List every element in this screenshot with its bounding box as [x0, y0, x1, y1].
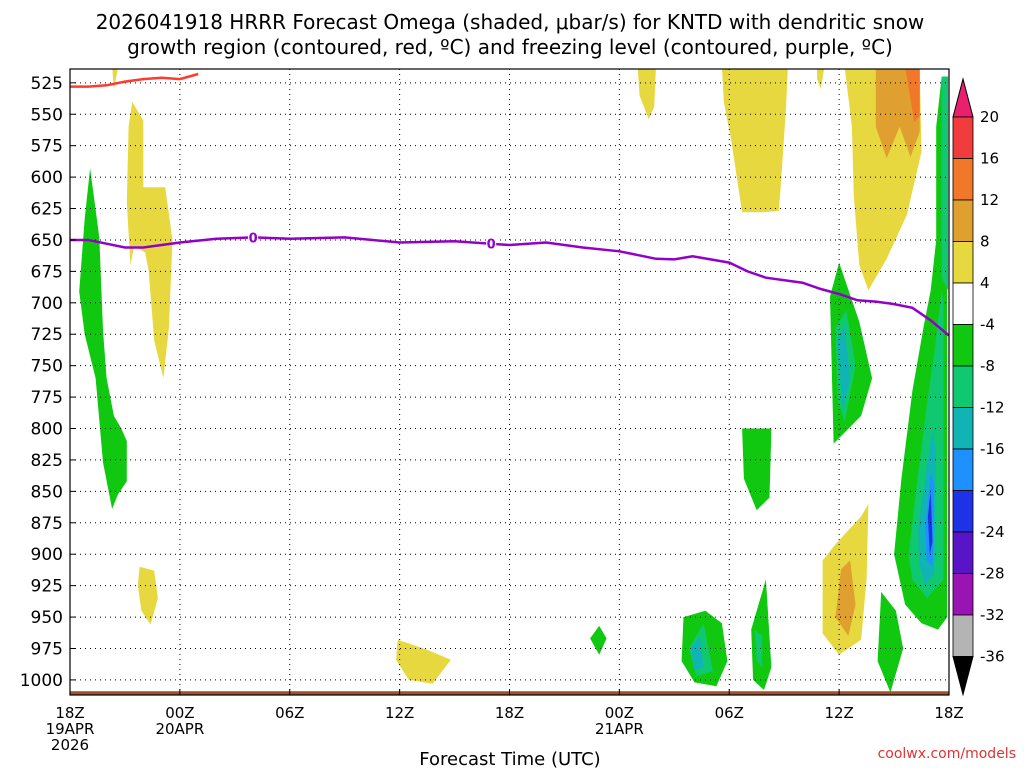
y-tick-label: 675 — [31, 262, 63, 282]
y-tick-label: 875 — [31, 514, 63, 534]
y-tick-label: 900 — [31, 545, 63, 565]
colorbar-bottom-arrow — [952, 656, 974, 697]
colorbar-label: -36 — [980, 648, 1005, 666]
x-tick-label: 12Z — [385, 704, 414, 722]
omega-region-6 — [817, 69, 825, 90]
freezing-level-label: 0 — [487, 238, 496, 253]
omega-region-5 — [722, 69, 788, 213]
colorbar-swatch — [952, 365, 974, 408]
omega-region-16 — [751, 579, 772, 690]
colorbar-label: 12 — [980, 191, 999, 209]
colorbar-swatch — [952, 448, 974, 491]
y-tick-label: 1000 — [20, 671, 63, 691]
y-tick-label: 700 — [31, 294, 63, 314]
y-tick-label: 950 — [31, 608, 63, 628]
colorbar-label: -20 — [980, 482, 1005, 500]
y-axis: 525 550 575 600 625 650 675 700 725 750 775 800 825 8… — [20, 74, 76, 691]
y-tick-label: 925 — [31, 577, 63, 597]
colorbar-swatch — [952, 241, 974, 284]
freezing-level-label: 0 — [249, 231, 258, 246]
colorbar-swatch — [952, 282, 974, 325]
freezing-level-line — [70, 236, 949, 337]
omega-region-25 — [690, 635, 704, 670]
y-tick-label: 600 — [31, 168, 63, 188]
x-tick-label: 18Z — [55, 704, 84, 722]
y-tick-label: 800 — [31, 420, 63, 440]
omega-region-11 — [905, 69, 920, 122]
colorbar-swatch — [952, 324, 974, 367]
x-tick-label: 00Z — [165, 704, 194, 722]
freezing-label-bg — [248, 230, 259, 245]
y-tick-label: 525 — [31, 74, 63, 94]
dgz-contour-line — [70, 72, 199, 88]
colorbar-label: 16 — [980, 150, 999, 168]
omega-region-22 — [754, 629, 763, 668]
x-tick-label: 20APR — [155, 720, 204, 738]
colorbar-label: -24 — [980, 523, 1005, 541]
x-tick-label: 21APR — [595, 720, 644, 738]
colorbar-label: -28 — [980, 565, 1005, 583]
y-tick-label: 550 — [31, 105, 63, 125]
x-tick-label: 12Z — [824, 704, 853, 722]
y-tick-label: 850 — [31, 482, 63, 502]
colorbar-label: -4 — [980, 316, 995, 334]
colorbar-label: -32 — [980, 606, 1005, 624]
y-tick-label: 750 — [31, 357, 63, 377]
colorbar-swatch — [952, 158, 974, 201]
x-tick-label: 18Z — [934, 704, 963, 722]
x-tick-label: 18Z — [495, 704, 524, 722]
plot-background — [70, 69, 949, 695]
y-tick-label: 625 — [31, 200, 63, 220]
y-tick-label: 825 — [31, 451, 63, 471]
omega-region-18 — [877, 591, 904, 693]
colorbar-label: 4 — [980, 274, 990, 292]
omega-region-26 — [837, 325, 851, 410]
colorbar-swatch — [952, 199, 974, 242]
omega-shading — [79, 69, 949, 693]
colorbar-swatch — [952, 407, 974, 450]
colorbar-label: -12 — [980, 399, 1005, 417]
colorbar-label: -8 — [980, 357, 995, 375]
x-axis-title: Forecast Time (UTC) — [419, 749, 600, 768]
colorbar-swatch — [952, 490, 974, 533]
y-tick-label: 650 — [31, 231, 63, 251]
colorbar-swatch — [952, 531, 974, 574]
y-tick-label: 725 — [31, 325, 63, 345]
omega-region-4 — [637, 69, 656, 120]
omega-region-10 — [875, 69, 920, 159]
colorbar-top-arrow — [952, 77, 974, 118]
colorbar-swatch — [952, 614, 974, 657]
omega-region-12 — [79, 168, 127, 510]
omega-region-24 — [941, 76, 949, 291]
x-tick-label: 19APR — [46, 720, 95, 738]
credit-text: coolwx.com/models — [878, 746, 1016, 762]
omega-region-13 — [590, 625, 607, 655]
freezing-label-bg — [486, 236, 497, 251]
omega-region-3 — [396, 639, 451, 684]
colorbar-label: 20 — [980, 108, 999, 126]
colorbar-label: 8 — [980, 233, 990, 251]
x-tick-label: 00Z — [605, 704, 634, 722]
y-tick-label: 975 — [31, 639, 63, 659]
x-tick-label: 2026 — [51, 736, 89, 754]
chart-title-line-2: growth region (contoured, red, ºC) and f… — [127, 35, 893, 59]
colorbar-swatch — [952, 116, 974, 159]
x-tick-label: 06Z — [715, 704, 744, 722]
y-tick-label: 575 — [31, 137, 63, 157]
colorbar: 20 16 12 8 4 -4 -8 -12 -16 -20 -24 -28 -32 -36 — [952, 77, 1005, 697]
omega-region-1 — [126, 101, 173, 379]
y-tick-label: 775 — [31, 388, 63, 408]
omega-region-15 — [742, 428, 772, 511]
chart-title-line-1: 2026041918 HRRR Forecast Omega (shaded, … — [96, 10, 925, 34]
x-tick-label: 06Z — [275, 704, 304, 722]
omega-region-2 — [137, 566, 158, 625]
colorbar-label: -16 — [980, 440, 1005, 458]
colorbar-swatch — [952, 573, 974, 616]
